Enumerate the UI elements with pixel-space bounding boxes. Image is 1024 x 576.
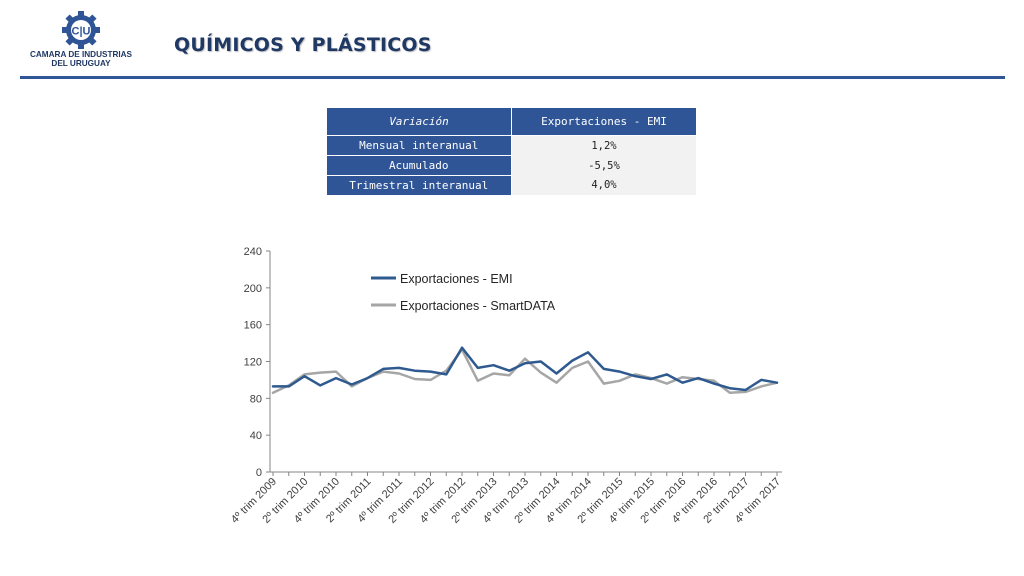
row-label: Acumulado [326,155,512,176]
series-line-smartdata [271,348,779,395]
series-line-emi [271,346,779,392]
row-value: 1,2% [511,135,697,156]
gear-logo-icon: C|U [62,11,100,49]
y-tick-label: 80 [250,393,262,405]
row-value: -5,5% [511,155,697,176]
y-tick-label: 200 [244,283,262,295]
table-header-row: Variación Exportaciones - EMI [326,107,697,136]
y-tick-label: 240 [244,246,262,258]
logo: C|U CAMARA DE INDUSTRIAS DEL URUGUAY [26,10,136,68]
header-divider [20,76,1005,79]
legend-label: Exportaciones - SmartDATA [400,299,556,313]
y-tick-label: 40 [250,430,262,442]
logo-initials: C|U [72,26,91,38]
y-tick-label: 160 [244,320,262,332]
org-name-line1: CAMARA DE INDUSTRIAS [29,50,133,59]
row-value: 4,0% [511,175,697,195]
variation-table: Variación Exportaciones - EMI Mensual in… [326,107,697,195]
legend-label: Exportaciones - EMI [400,272,513,286]
chart-legend: Exportaciones - EMI Exportaciones - Smart… [371,272,556,313]
table-header-exportaciones: Exportaciones - EMI [511,107,697,136]
y-axis: 0 40 80 120 160 200 240 [244,246,271,479]
row-label: Mensual interanual [326,135,512,156]
table-header-variacion: Variación [326,107,512,136]
table-row: Acumulado -5,5% [326,155,697,176]
series-layer [271,346,779,395]
table-row: Trimestral interanual 4,0% [326,175,697,195]
y-tick-label: 0 [256,467,262,479]
row-label: Trimestral interanual [326,175,512,195]
table-row: Mensual interanual 1,2% [326,135,697,156]
y-tick-label: 120 [244,357,262,369]
org-name-line2: DEL URUGUAY [51,58,111,68]
page-title: QUÍMICOS Y PLÁSTICOS [174,34,432,56]
